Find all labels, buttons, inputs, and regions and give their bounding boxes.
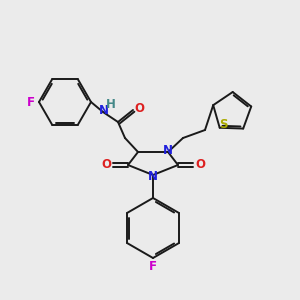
- Text: S: S: [219, 118, 228, 131]
- Text: O: O: [134, 101, 144, 115]
- Text: N: N: [99, 104, 109, 118]
- Text: F: F: [27, 95, 35, 109]
- Text: O: O: [101, 158, 111, 172]
- Text: H: H: [106, 98, 116, 110]
- Text: N: N: [163, 145, 173, 158]
- Text: F: F: [149, 260, 157, 272]
- Text: N: N: [148, 169, 158, 182]
- Text: O: O: [195, 158, 205, 172]
